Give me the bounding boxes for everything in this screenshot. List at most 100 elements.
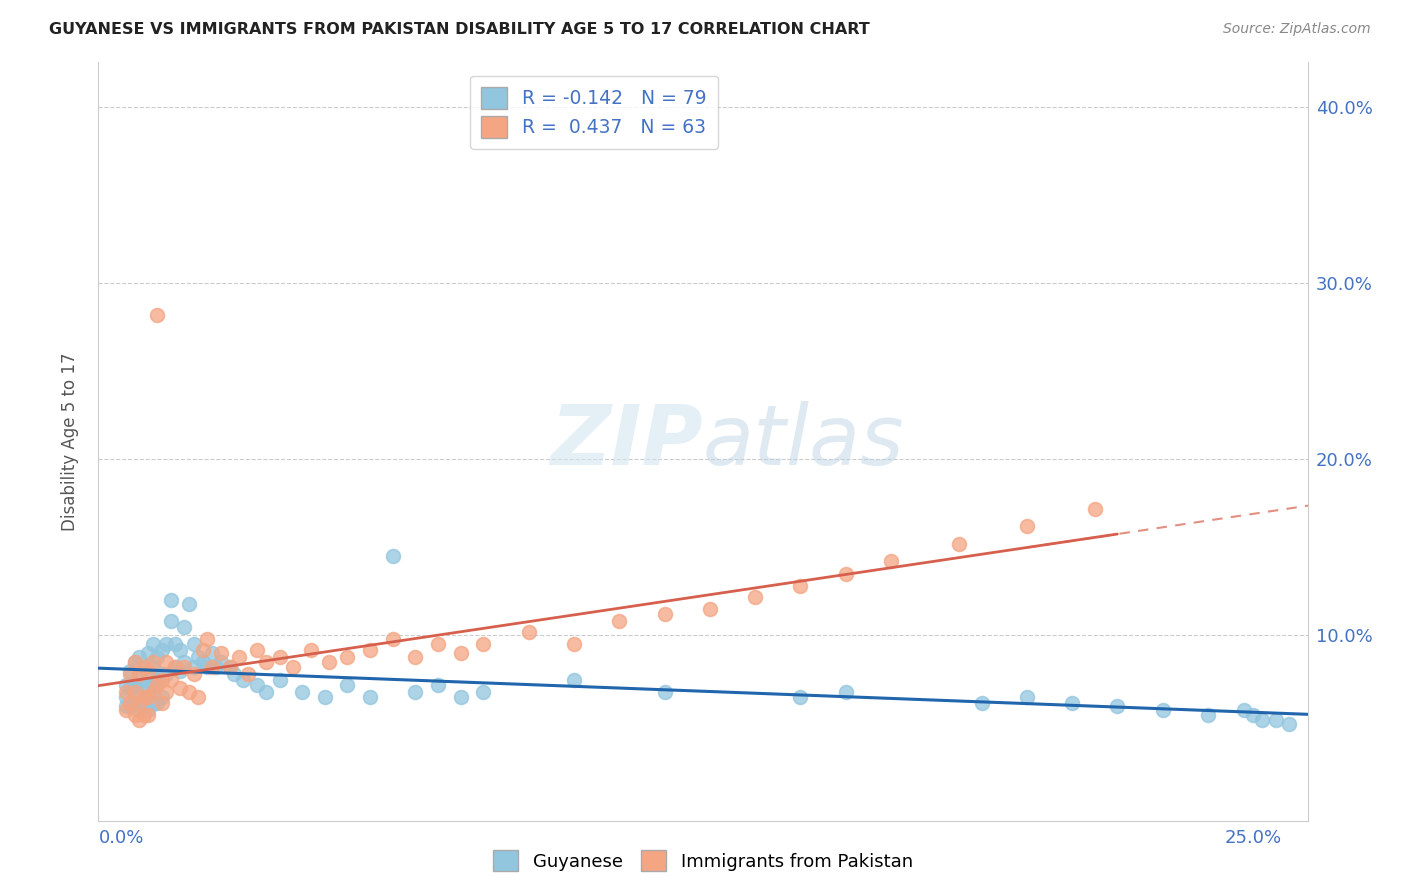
Point [1015, 519, 1038, 533]
Point [177, 597, 200, 611]
Text: GUYANESE VS IMMIGRANTS FROM PAKISTAN DISABILITY AGE 5 TO 17 CORRELATION CHART: GUYANESE VS IMMIGRANTS FROM PAKISTAN DIS… [49, 22, 870, 37]
Point [834, 566, 856, 581]
Point [160, 593, 183, 607]
Point [136, 646, 159, 660]
Point [114, 702, 136, 716]
Point [128, 649, 150, 664]
Y-axis label: Disability Age 5 to 17: Disability Age 5 to 17 [60, 352, 79, 531]
Point [209, 655, 232, 669]
Point [124, 685, 146, 699]
Point [246, 678, 269, 692]
Point [218, 660, 240, 674]
Point [336, 649, 359, 664]
Point [114, 699, 136, 714]
Point [1197, 707, 1219, 722]
Point [142, 678, 165, 692]
Point [269, 673, 291, 687]
Text: ZIP: ZIP [550, 401, 703, 482]
Point [173, 620, 195, 634]
Point [132, 660, 155, 674]
Point [160, 673, 183, 687]
Point [142, 685, 165, 699]
Point [254, 655, 277, 669]
Point [114, 690, 136, 705]
Point [155, 637, 177, 651]
Point [562, 673, 585, 687]
Point [165, 637, 187, 651]
Point [120, 667, 142, 681]
Point [1152, 702, 1174, 716]
Point [404, 649, 426, 664]
Point [142, 660, 165, 674]
Point [169, 642, 191, 657]
Point [136, 707, 159, 722]
Point [201, 660, 224, 674]
Point [124, 678, 146, 692]
Point [201, 646, 224, 660]
Point [155, 667, 177, 681]
Point [124, 696, 146, 710]
Point [136, 664, 159, 678]
Point [291, 685, 314, 699]
Point [132, 696, 155, 710]
Point [124, 707, 146, 722]
Point [160, 615, 183, 629]
Point [128, 690, 150, 705]
Point [114, 685, 136, 699]
Point [136, 685, 159, 699]
Legend: Guyanese, Immigrants from Pakistan: Guyanese, Immigrants from Pakistan [486, 843, 920, 879]
Point [120, 696, 142, 710]
Point [120, 699, 142, 714]
Point [191, 655, 214, 669]
Point [1241, 707, 1264, 722]
Point [336, 678, 359, 692]
Point [472, 637, 495, 651]
Point [205, 660, 228, 674]
Point [128, 713, 150, 727]
Point [146, 649, 169, 664]
Point [183, 667, 205, 681]
Point [427, 678, 450, 692]
Point [654, 607, 676, 622]
Point [165, 660, 187, 674]
Point [124, 655, 146, 669]
Point [146, 696, 169, 710]
Point [173, 655, 195, 669]
Point [218, 660, 240, 674]
Point [155, 655, 177, 669]
Text: Source: ZipAtlas.com: Source: ZipAtlas.com [1223, 22, 1371, 37]
Point [607, 615, 630, 629]
Point [224, 667, 246, 681]
Point [150, 673, 173, 687]
Point [246, 642, 269, 657]
Point [1251, 713, 1274, 727]
Point [314, 690, 336, 705]
Point [472, 685, 495, 699]
Point [150, 642, 173, 657]
Point [970, 696, 993, 710]
Point [136, 667, 159, 681]
Point [165, 660, 187, 674]
Point [744, 590, 766, 604]
Point [128, 673, 150, 687]
Point [142, 696, 165, 710]
Legend: R = -0.142   N = 79, R =  0.437   N = 63: R = -0.142 N = 79, R = 0.437 N = 63 [470, 76, 718, 149]
Point [789, 690, 811, 705]
Point [1264, 713, 1286, 727]
Point [132, 690, 155, 705]
Point [880, 554, 903, 568]
Point [114, 678, 136, 692]
Point [1107, 699, 1129, 714]
Point [427, 637, 450, 651]
Point [789, 579, 811, 593]
Point [150, 667, 173, 681]
Point [269, 649, 291, 664]
Point [150, 696, 173, 710]
Point [142, 637, 165, 651]
Point [183, 637, 205, 651]
Point [142, 655, 165, 669]
Point [173, 660, 195, 674]
Point [699, 602, 721, 616]
Point [517, 624, 540, 639]
Text: atlas: atlas [703, 401, 904, 482]
